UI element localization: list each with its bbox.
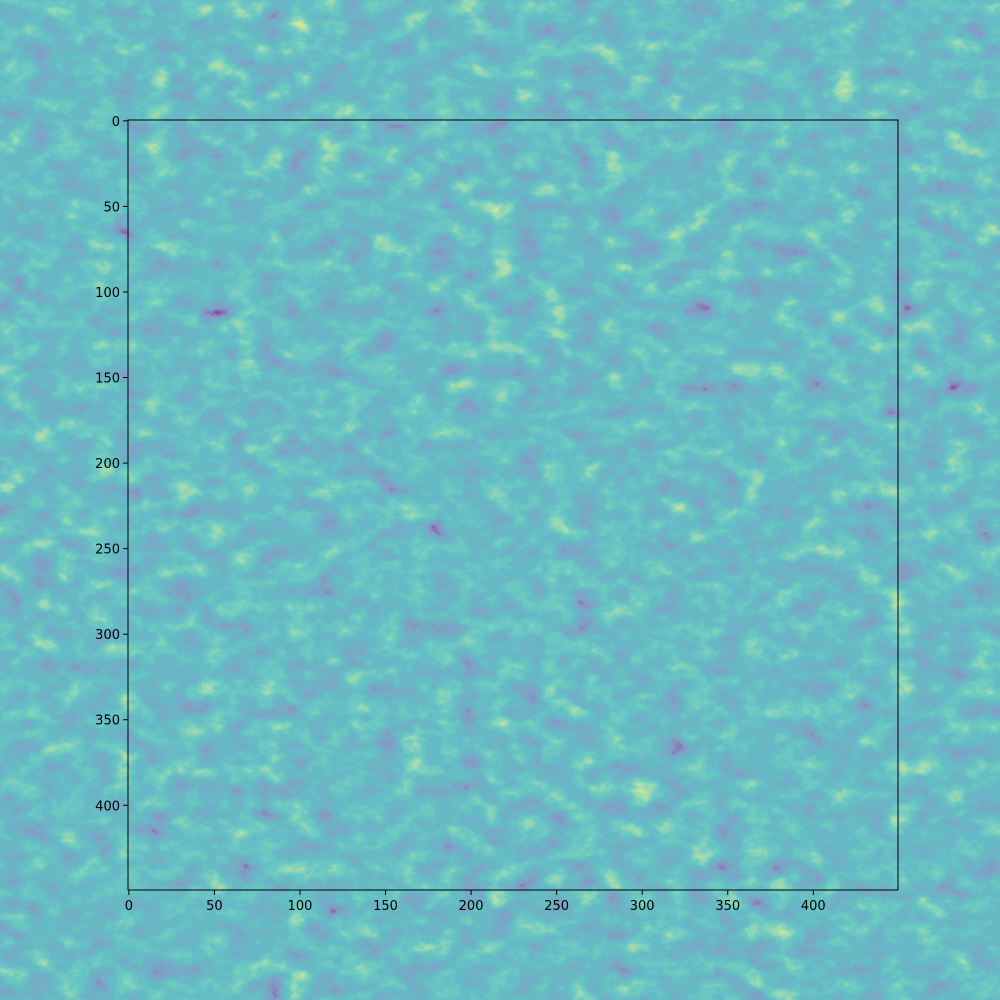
x-tick-label: 250: [544, 899, 569, 914]
chart-title: Band 3: NIR: [466, 91, 561, 110]
x-tick-label: 350: [715, 899, 740, 914]
x-tick-label: 300: [630, 899, 655, 914]
x-tick-label: 200: [459, 899, 484, 914]
x-tick-label: 400: [801, 899, 826, 914]
x-tick-label: 150: [373, 899, 398, 914]
y-tick-label: 200: [95, 457, 120, 472]
x-tick-label: 100: [288, 899, 313, 914]
y-tick-label: 150: [95, 372, 120, 387]
y-tick-label: 250: [95, 543, 120, 558]
image: [128, 120, 898, 890]
y-tick-label: 300: [95, 628, 120, 643]
axes-frame: [127, 119, 899, 891]
y-tick-label: 100: [95, 286, 120, 301]
y-tick-label: 400: [95, 799, 120, 814]
y-tick-label: 50: [103, 200, 120, 215]
y-tick-label: 0: [112, 115, 120, 130]
y-tick-label: 350: [95, 714, 120, 729]
x-tick-label: 0: [125, 899, 133, 914]
x-tick-label: 50: [206, 899, 223, 914]
